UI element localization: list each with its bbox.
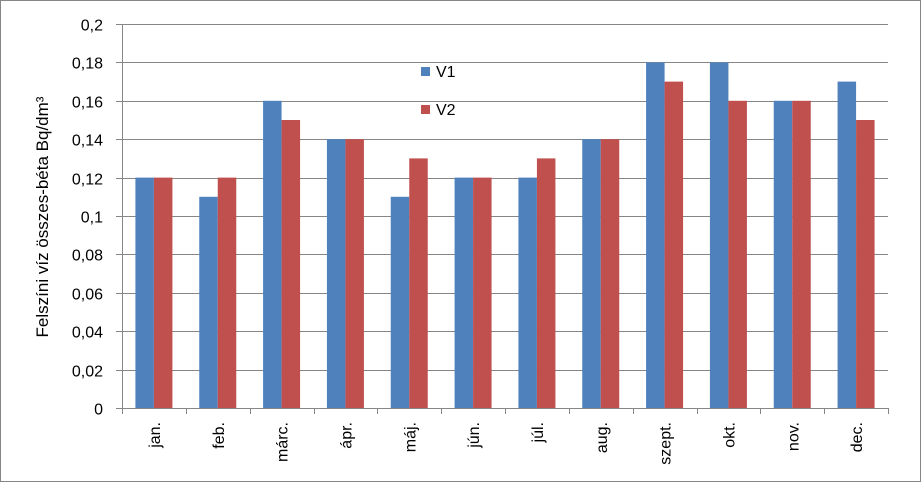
gridlines bbox=[116, 24, 888, 409]
legend-swatch-v1 bbox=[421, 67, 430, 76]
x-tick-label: szept. bbox=[658, 422, 675, 465]
bar-v1-8 bbox=[646, 62, 665, 409]
bar-v1-0 bbox=[135, 177, 154, 408]
axes bbox=[122, 24, 889, 414]
x-tick-label: dec. bbox=[849, 422, 866, 452]
x-tick-label: máj. bbox=[402, 422, 419, 452]
bar-v1-3 bbox=[326, 139, 346, 408]
bar-v1-4 bbox=[390, 196, 410, 408]
y-tick-label: 0,06 bbox=[72, 287, 103, 304]
y-tick-label: 0 bbox=[94, 402, 103, 419]
y-tick-label: 0,14 bbox=[72, 133, 103, 150]
y-tick-label: 0,18 bbox=[72, 56, 103, 73]
bar-v1-7 bbox=[582, 139, 601, 408]
y-tick-label: 0,12 bbox=[72, 172, 103, 189]
bar-v2-1 bbox=[217, 177, 237, 408]
bars bbox=[135, 62, 875, 409]
y-tick-label: 0,2 bbox=[81, 18, 103, 35]
bar-v2-3 bbox=[345, 139, 364, 408]
bar-v2-7 bbox=[600, 139, 620, 408]
legend: V1 V2 bbox=[421, 64, 456, 119]
bar-v2-2 bbox=[281, 120, 301, 408]
legend-label-v1: V1 bbox=[436, 64, 456, 81]
bar-v2-9 bbox=[728, 100, 747, 409]
x-tick-label: ápr. bbox=[338, 422, 355, 449]
x-tick-label: márc. bbox=[275, 422, 292, 462]
y-tick-label: 0,16 bbox=[72, 95, 103, 112]
y-tick-label: 0,02 bbox=[72, 364, 103, 381]
x-tick-label: júl. bbox=[530, 422, 547, 443]
y-tick-label: 0,08 bbox=[72, 248, 103, 265]
x-tick-label: jan. bbox=[147, 422, 164, 449]
y-tick-label: 0,1 bbox=[81, 210, 103, 227]
x-tick-label: feb. bbox=[211, 422, 228, 449]
bar-v1-5 bbox=[454, 177, 474, 408]
bar-v2-6 bbox=[536, 158, 556, 408]
bar-v1-1 bbox=[199, 196, 218, 408]
bar-v2-8 bbox=[664, 81, 684, 408]
y-tick-label: 0,04 bbox=[72, 325, 103, 342]
legend-label-v2: V2 bbox=[436, 102, 456, 119]
x-tick-label: nov. bbox=[785, 422, 802, 451]
bar-v1-11 bbox=[837, 81, 857, 408]
y-tick-labels: 0 0,02 0,04 0,06 0,08 0,1 0,12 0,14 0,16 0,18 0,2 bbox=[72, 18, 103, 419]
bar-v1-2 bbox=[263, 100, 282, 409]
bar-v2-5 bbox=[473, 177, 492, 408]
x-tick-labels: jan. feb. márc. ápr. máj. jún. júl. aug. szept. o… bbox=[147, 422, 866, 465]
x-tick-label: aug. bbox=[594, 422, 611, 453]
x-tick-label: okt. bbox=[721, 422, 738, 448]
bar-v1-9 bbox=[709, 62, 729, 409]
bar-v1-10 bbox=[773, 100, 793, 409]
bar-v2-0 bbox=[153, 177, 173, 408]
x-tick-label: jún. bbox=[466, 422, 483, 449]
bar-v1-6 bbox=[518, 177, 537, 408]
legend-swatch-v2 bbox=[421, 105, 430, 114]
bar-v2-4 bbox=[409, 158, 428, 408]
bar-v2-11 bbox=[856, 120, 875, 408]
y-axis-label: Felszíni víz összes-béta Bq/dm³ bbox=[33, 96, 52, 337]
bar-v2-10 bbox=[792, 100, 811, 409]
